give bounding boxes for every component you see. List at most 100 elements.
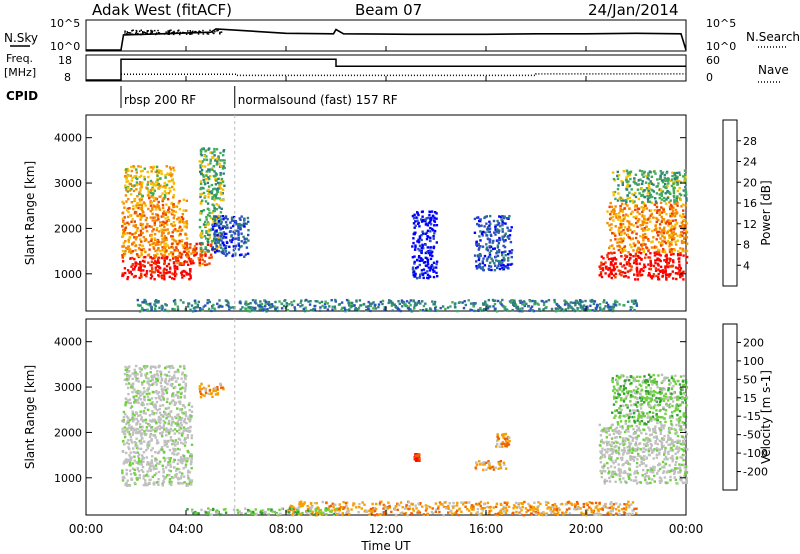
nsearch-point: [191, 33, 193, 35]
power-cell: [621, 265, 624, 268]
power-cell: [656, 209, 659, 212]
power-cell: [137, 203, 141, 207]
velocity-cell: [130, 478, 133, 482]
power-cell: [189, 260, 192, 263]
power-cell: [127, 169, 130, 172]
power-cell: [640, 187, 643, 190]
power-cell: [640, 170, 644, 173]
power-cell: [219, 215, 222, 218]
velocity-cell: [140, 418, 143, 421]
power-cell: [685, 222, 689, 225]
velocity-cell: [148, 429, 151, 432]
velocity-cell: [157, 483, 160, 486]
power-cell: [232, 230, 235, 233]
power-cell: [133, 236, 136, 239]
power-cell: [628, 191, 631, 194]
power-cell: [431, 254, 434, 258]
power-cell: [627, 251, 630, 254]
power-cell: [152, 246, 155, 249]
power-cell: [646, 221, 649, 225]
power-cell: [653, 254, 657, 257]
power-cell: [214, 234, 217, 237]
power-cell: [135, 206, 138, 209]
power-cell: [420, 249, 423, 253]
velocity-cell: [166, 397, 169, 401]
power-cell: [664, 242, 668, 245]
power-cell: [684, 176, 687, 179]
power-cell: [154, 180, 158, 183]
power-cell: [424, 302, 427, 305]
power-cell: [200, 161, 203, 165]
velocity-cell: [131, 462, 135, 465]
power-cell: [156, 173, 159, 176]
power-cell: [174, 210, 178, 214]
power-cell: [488, 220, 491, 223]
power-cell: [219, 211, 223, 214]
power-cell: [168, 252, 171, 256]
power-cell: [627, 276, 630, 279]
velocity-cell: [162, 388, 165, 391]
velocity-cell: [653, 448, 656, 451]
velocity-cell: [177, 400, 181, 403]
power-cell: [668, 234, 671, 237]
power-cell: [625, 178, 628, 182]
power-cell: [679, 225, 682, 228]
power-cell: [665, 213, 668, 216]
power-cell: [663, 196, 666, 200]
velocity-cell: [501, 445, 504, 448]
power-cell: [511, 308, 514, 312]
power-cell: [140, 206, 144, 209]
power-cell: [137, 247, 141, 250]
power-cell: [669, 207, 672, 211]
velocity-cell: [658, 448, 661, 451]
power-cell: [211, 305, 214, 308]
power-cell: [562, 309, 565, 313]
power-cell: [609, 228, 612, 232]
velocity-cell: [148, 443, 151, 446]
power-cell: [131, 250, 134, 253]
power-cell: [626, 233, 630, 236]
velocity-cell: [165, 413, 168, 417]
velocity-cell: [135, 364, 138, 368]
power-cell: [629, 308, 632, 312]
power-cell: [215, 203, 218, 206]
power-cell: [126, 221, 129, 224]
power-cell: [218, 184, 221, 188]
power-cell: [675, 221, 679, 225]
velocity-cell: [131, 391, 134, 394]
power-cell: [140, 275, 143, 279]
power-cell: [165, 242, 168, 245]
power-cell: [616, 244, 619, 248]
power-cell: [663, 240, 666, 243]
power-cell: [595, 307, 598, 311]
power-cell: [211, 168, 214, 171]
power-cell: [161, 275, 164, 279]
power-cell: [334, 307, 337, 310]
nsearch-point: [135, 31, 138, 34]
velocity-cell: [162, 456, 165, 460]
power-cell: [650, 263, 653, 266]
power-cell: [685, 199, 688, 202]
power-cell: [169, 171, 172, 175]
power-cell: [121, 272, 124, 275]
power-cell: [127, 197, 130, 201]
power-cell: [176, 218, 179, 221]
velocity-cell: [164, 366, 167, 370]
velocity-cell: [151, 383, 154, 386]
power-cell: [678, 257, 681, 260]
velocity-cell: [136, 373, 139, 376]
power-cell: [684, 229, 688, 232]
velocity-cell: [162, 470, 165, 473]
velocity-cell: [160, 377, 164, 380]
velocity-cell: [156, 426, 159, 429]
power-cell: [156, 252, 159, 256]
power-cell: [599, 306, 602, 309]
power-cell: [157, 205, 160, 208]
velocity-cell: [169, 366, 172, 370]
power-cell: [664, 270, 667, 273]
velocity-cell: [684, 428, 687, 431]
power-cell: [148, 243, 152, 247]
power-cell: [219, 159, 222, 162]
power-cell: [170, 251, 173, 254]
power-cell: [498, 215, 501, 218]
